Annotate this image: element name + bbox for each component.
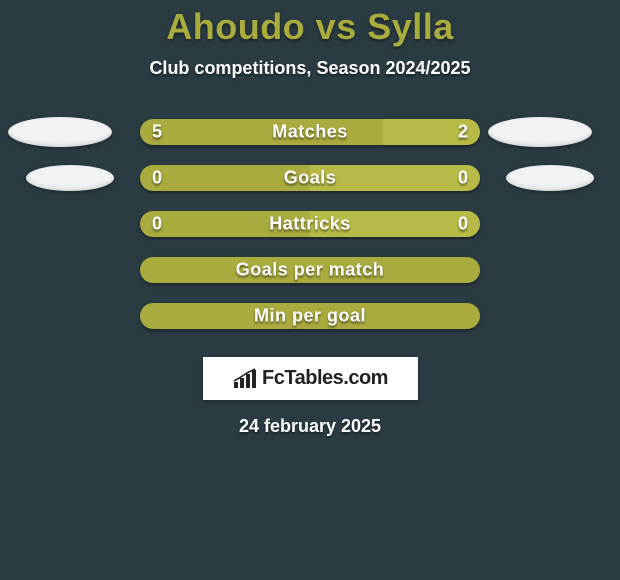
stat-bar: Matches52 xyxy=(140,119,480,145)
player-ellipse-right xyxy=(506,165,594,191)
bars-icon xyxy=(232,368,258,390)
logo-text: FcTables.com xyxy=(262,367,388,390)
bar-segment xyxy=(140,303,480,329)
bar-segment-right xyxy=(310,165,480,191)
stat-row: Goals per match xyxy=(0,247,620,293)
subtitle: Club competitions, Season 2024/2025 xyxy=(0,58,620,79)
date: 24 february 2025 xyxy=(0,416,620,437)
player-ellipse-left xyxy=(8,117,112,147)
bar-segment-left xyxy=(140,119,383,145)
bar-segment-left xyxy=(140,211,310,237)
stat-row: Min per goal xyxy=(0,293,620,339)
stat-bar: Goals00 xyxy=(140,165,480,191)
logo-box: FcTables.com xyxy=(203,357,418,400)
stat-row: Goals00 xyxy=(0,155,620,201)
stat-row: Matches52 xyxy=(0,109,620,155)
bar-segment-left xyxy=(140,165,310,191)
bar-segment xyxy=(140,257,480,283)
stat-row: Hattricks00 xyxy=(0,201,620,247)
player-ellipse-left xyxy=(26,165,114,191)
stat-bar: Goals per match xyxy=(140,257,480,283)
stat-bar: Min per goal xyxy=(140,303,480,329)
player-ellipse-right xyxy=(488,117,592,147)
page-title: Ahoudo vs Sylla xyxy=(0,0,620,48)
stat-rows: Matches52 Goals00 Hattricks00 Goals per mat… xyxy=(0,109,620,339)
stat-bar: Hattricks00 xyxy=(140,211,480,237)
logo: FcTables.com xyxy=(232,367,388,390)
infographic: Ahoudo vs Sylla Club competitions, Seaso… xyxy=(0,0,620,580)
bar-segment-right xyxy=(383,119,480,145)
bar-segment-right xyxy=(310,211,480,237)
